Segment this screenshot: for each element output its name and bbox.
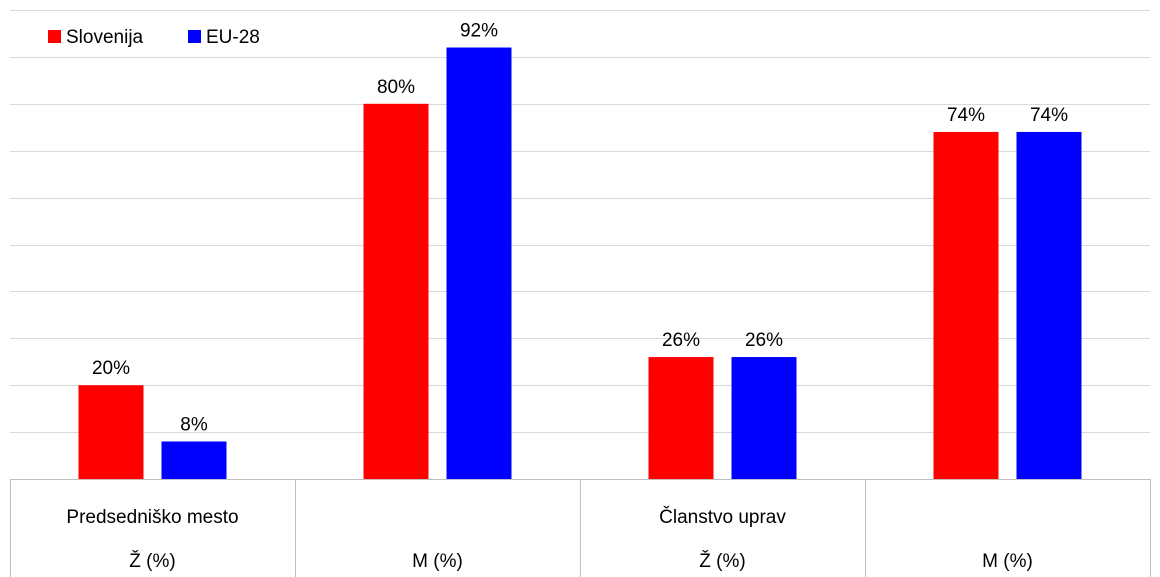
- data-label: 20%: [92, 358, 130, 379]
- legend-swatch: [188, 30, 201, 43]
- data-label: 26%: [745, 330, 783, 351]
- data-label: 92%: [460, 21, 498, 42]
- bar-slovenija-2: [648, 357, 714, 479]
- legend-swatch: [48, 30, 61, 43]
- data-label: 80%: [377, 77, 415, 98]
- tick-label: M (%): [982, 551, 1033, 572]
- category-axis: Ž (%) M (%) Ž (%) M (%) Predsedniško mesto Čl…: [10, 479, 1151, 577]
- gridlines: [10, 10, 1150, 480]
- bars: [78, 47, 1082, 480]
- bar-slovenija-1: [363, 103, 429, 480]
- bar-eu-28-0: [161, 441, 227, 479]
- tick-label: Ž (%): [129, 550, 175, 572]
- group-label: Članstvo uprav: [659, 506, 786, 528]
- data-label: 74%: [1030, 105, 1068, 126]
- value-labels: 20% 80% 26% 74% 8% 92% 26% 74%: [92, 21, 1068, 436]
- tick-label: M (%): [412, 551, 463, 572]
- data-label: 74%: [947, 105, 985, 126]
- bar-eu-28-1: [446, 47, 512, 480]
- data-label: 8%: [180, 414, 208, 435]
- bar-slovenija-0: [78, 385, 144, 479]
- bar-slovenija-3: [933, 131, 999, 479]
- bar-eu-28-2: [731, 357, 797, 479]
- legend: Slovenija EU-28: [48, 27, 260, 48]
- group-label: Predsedniško mesto: [66, 507, 238, 528]
- data-label: 26%: [662, 330, 700, 351]
- legend-label: Slovenija: [66, 27, 144, 48]
- legend-label: EU-28: [206, 27, 260, 48]
- bar-eu-28-3: [1016, 131, 1082, 479]
- tick-label: Ž (%): [699, 550, 745, 572]
